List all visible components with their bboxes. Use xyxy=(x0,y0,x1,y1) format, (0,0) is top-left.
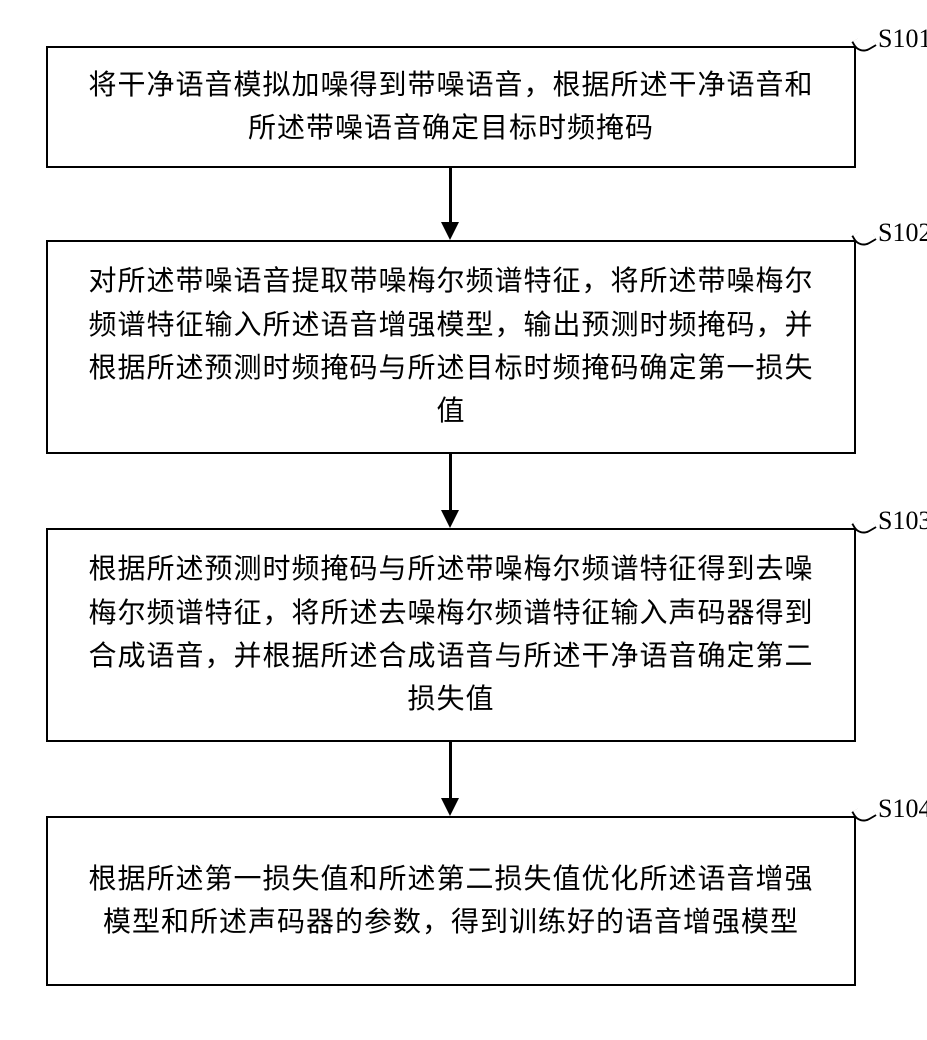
arrow-line xyxy=(449,168,452,222)
arrow-head-icon xyxy=(441,510,459,528)
node-text: 对所述带噪语音提取带噪梅尔频谱特征，将所述带噪梅尔频谱特征输入所述语音增强模型，… xyxy=(76,260,826,434)
node-text: 将干净语音模拟加噪得到带噪语音，根据所述干净语音和所述带噪语音确定目标时频掩码 xyxy=(76,64,826,151)
flow-node-s102: 对所述带噪语音提取带噪梅尔频谱特征，将所述带噪梅尔频谱特征输入所述语音增强模型，… xyxy=(46,240,856,454)
arrow-head-icon xyxy=(441,222,459,240)
arrow-line xyxy=(449,454,452,510)
arrow-line xyxy=(449,742,452,798)
flowchart-canvas: 将干净语音模拟加噪得到带噪语音，根据所述干净语音和所述带噪语音确定目标时频掩码 … xyxy=(20,20,927,1020)
node-text: 根据所述第一损失值和所述第二损失值优化所述语音增强模型和所述声码器的参数，得到训… xyxy=(76,858,826,945)
step-label-s101: S101 xyxy=(878,24,927,54)
step-label-s104: S104 xyxy=(878,794,927,824)
arrow-head-icon xyxy=(441,798,459,816)
flow-node-s104: 根据所述第一损失值和所述第二损失值优化所述语音增强模型和所述声码器的参数，得到训… xyxy=(46,816,856,986)
flow-node-s103: 根据所述预测时频掩码与所述带噪梅尔频谱特征得到去噪梅尔频谱特征，将所述去噪梅尔频… xyxy=(46,528,856,742)
step-label-s102: S102 xyxy=(878,218,927,248)
step-label-s103: S103 xyxy=(878,506,927,536)
node-text: 根据所述预测时频掩码与所述带噪梅尔频谱特征得到去噪梅尔频谱特征，将所述去噪梅尔频… xyxy=(76,548,826,722)
flow-node-s101: 将干净语音模拟加噪得到带噪语音，根据所述干净语音和所述带噪语音确定目标时频掩码 xyxy=(46,46,856,168)
